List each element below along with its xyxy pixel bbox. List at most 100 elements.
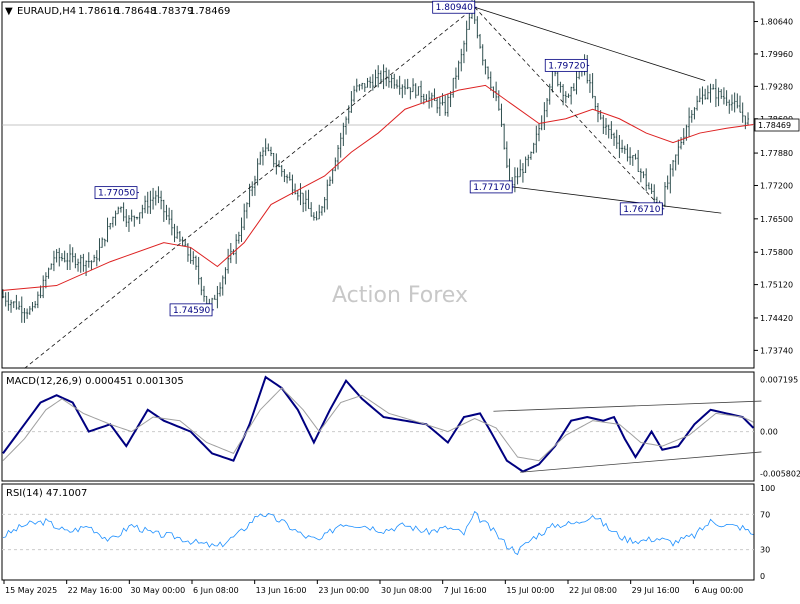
candle-bar [730,94,733,111]
candle-bar [669,164,672,194]
candle-bar [414,83,417,99]
macd-layer [2,375,762,473]
candle-bar [484,59,487,75]
candle-bar [615,129,618,149]
price-annotation: 1.80940 [432,0,477,14]
candle-bar [213,294,216,300]
candle-bar [588,73,591,93]
candle-bar [194,255,197,270]
candle-bar [342,122,345,146]
candle-bar [176,225,179,239]
header-dropdown-arrow-icon[interactable]: ▼ [5,6,13,17]
price-annotation: 1.76710 [619,202,665,216]
candle-bar [307,189,310,210]
candle-bar [47,267,50,279]
candle-bar [119,206,122,213]
candle-bar [154,190,157,206]
watermark: Action Forex [332,283,468,308]
candle-bar [497,90,500,111]
candle-bar [618,135,621,159]
candle-bar [39,285,42,299]
candle-bar [631,155,634,166]
candle-bar [111,216,114,228]
candle-bar [79,254,82,273]
header-symbol: EURAUD,H4 [17,6,76,17]
candle-bar [567,93,570,98]
candle-bar [465,20,468,52]
candle-bar [283,169,286,183]
price-annotation-label: 1.77170 [473,183,510,193]
candle-bar [355,78,358,93]
candle-bar [203,285,205,302]
chart-header: ▼ EURAUD,H4 1.78616 1.78648 1.78379 1.78… [5,6,230,17]
time-tick-label: 6 Jun 08:00 [193,586,239,595]
candle-bar [318,204,321,220]
candle-bar [521,163,524,183]
time-tick-label: 13 Jun 16:00 [256,586,307,595]
candle-bar [446,93,449,117]
candle-bar [637,149,640,172]
candle-bar [607,124,610,139]
price-y-tick-label: 1.77880 [760,149,793,158]
candle-bar [103,238,106,247]
candle-bar [462,40,465,64]
time-tick-label: 6 Aug 00:00 [694,586,743,595]
price-annotation-box [94,186,138,200]
trendline-3 [474,6,706,82]
candle-bar [747,112,750,126]
candle-bar [36,291,39,309]
candle-bar [701,86,704,105]
candle-bar [481,44,484,66]
candle-bar [337,144,339,170]
candle-bar [31,302,34,312]
candle-bar [133,215,136,227]
candle-bar [173,223,176,243]
price-annotation-box [469,180,513,194]
candle-bar [366,77,369,88]
candle-bar [369,76,372,89]
macd-y-tick-label: 0.007195 [760,375,798,384]
candle-bar [645,168,648,192]
price-annotation-box [169,303,213,317]
candle-bar [149,190,152,214]
candle-bar [704,88,707,100]
candle-bar [261,147,264,166]
candle-bar [556,71,559,87]
candle-bar [288,172,291,181]
candle-bar [85,260,88,277]
candle-bar [71,247,74,263]
candle-bar [728,99,731,114]
candle-bar [460,48,463,72]
price-annotation-label: 1.74590 [173,306,210,316]
candle-bar [519,159,522,178]
candle-bar [650,183,653,194]
candle-bar [674,154,677,171]
candle-bar [197,256,200,285]
price-annotation-box [619,202,663,216]
rsi-title: RSI(14) 47.1007 [6,488,87,499]
candle-bar [693,107,696,120]
price-layer: 1.77050 1.74590 1.80940 1.77170 1.79720 1.767… [2,0,754,369]
macd-main-line [2,375,755,473]
candle-bar [267,143,270,152]
candle-bar [28,306,31,315]
candle-bar [524,156,527,173]
candle-bar [184,239,187,247]
rsi-layer [2,510,754,556]
candle-bar [60,253,63,262]
candle-bar [454,67,457,89]
candle-bar [200,276,203,296]
candle-bar [77,258,80,272]
time-tick-label: 30 Jun 08:00 [381,586,432,595]
candle-bar [639,168,642,183]
candle-bar [688,107,691,137]
candle-bar [350,91,353,113]
candle-bar [229,243,232,264]
candle-bar [621,139,624,153]
candle-bar [605,118,607,136]
candle-bar [642,171,645,179]
candle-bar [10,299,13,313]
candle-bar [278,160,281,168]
